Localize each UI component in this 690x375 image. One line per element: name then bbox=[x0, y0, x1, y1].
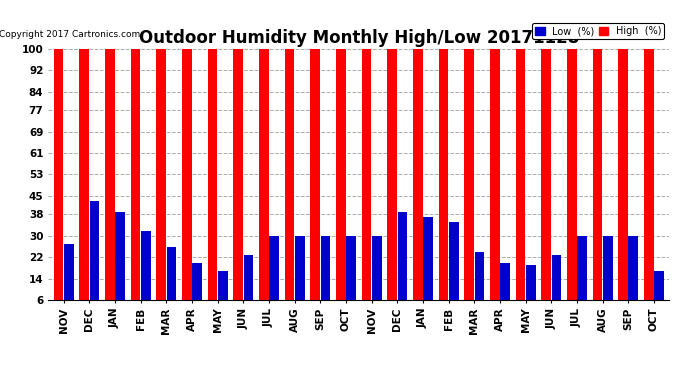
Title: Outdoor Humidity Monthly High/Low 20171128: Outdoor Humidity Monthly High/Low 201711… bbox=[139, 29, 579, 47]
Bar bbox=[90, 201, 99, 316]
Bar bbox=[593, 49, 602, 316]
Bar bbox=[541, 49, 551, 316]
Bar bbox=[397, 212, 407, 316]
Bar bbox=[218, 271, 228, 316]
Bar bbox=[233, 49, 243, 316]
Bar bbox=[629, 236, 638, 316]
Bar bbox=[141, 231, 150, 316]
Bar bbox=[346, 236, 356, 316]
Bar bbox=[285, 49, 295, 316]
Bar bbox=[259, 49, 268, 316]
Bar bbox=[413, 49, 423, 316]
Bar bbox=[644, 49, 653, 316]
Bar bbox=[372, 236, 382, 316]
Bar bbox=[526, 265, 535, 316]
Bar bbox=[439, 49, 449, 316]
Bar bbox=[449, 222, 459, 316]
Bar bbox=[105, 49, 115, 316]
Bar bbox=[295, 236, 305, 316]
Bar bbox=[603, 236, 613, 316]
Bar bbox=[166, 246, 177, 316]
Bar bbox=[490, 49, 500, 316]
Text: Copyright 2017 Cartronics.com: Copyright 2017 Cartronics.com bbox=[0, 30, 140, 39]
Legend: Low  (%), High  (%): Low (%), High (%) bbox=[532, 24, 664, 39]
Bar bbox=[208, 49, 217, 316]
Bar bbox=[310, 49, 320, 316]
Bar bbox=[423, 217, 433, 316]
Bar bbox=[321, 236, 331, 316]
Bar bbox=[551, 255, 561, 316]
Bar bbox=[182, 49, 192, 316]
Bar bbox=[567, 49, 577, 316]
Bar bbox=[157, 49, 166, 316]
Bar bbox=[244, 255, 253, 316]
Bar bbox=[475, 252, 484, 316]
Bar bbox=[464, 49, 474, 316]
Bar bbox=[618, 49, 628, 316]
Bar bbox=[387, 49, 397, 316]
Bar bbox=[115, 212, 125, 316]
Bar bbox=[79, 49, 89, 316]
Bar bbox=[336, 49, 346, 316]
Bar bbox=[54, 49, 63, 316]
Bar bbox=[515, 49, 525, 316]
Bar bbox=[269, 236, 279, 316]
Bar bbox=[362, 49, 371, 316]
Bar bbox=[577, 236, 587, 316]
Bar bbox=[130, 49, 141, 316]
Bar bbox=[500, 262, 510, 316]
Bar bbox=[64, 244, 74, 316]
Bar bbox=[193, 262, 202, 316]
Bar bbox=[654, 271, 664, 316]
